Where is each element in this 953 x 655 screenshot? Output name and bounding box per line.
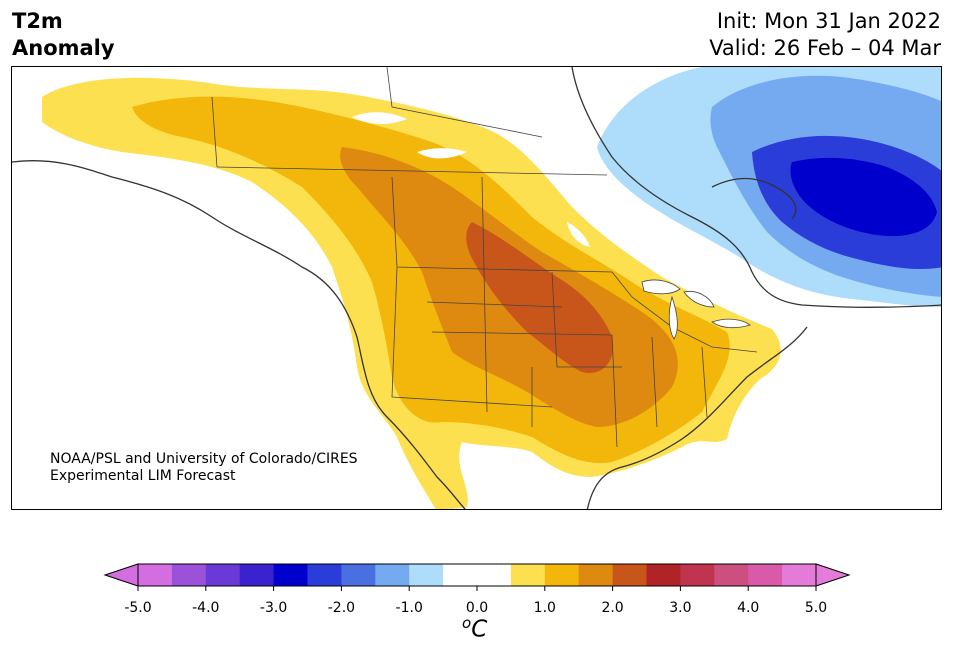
map-title: T2m Anomaly	[12, 8, 115, 62]
colorbar-cell	[138, 564, 173, 586]
anomaly-contour-deep-blue	[790, 157, 937, 237]
colorbar-cell	[375, 564, 410, 586]
colorbar-cells	[138, 564, 817, 586]
canadian-lakes	[352, 112, 590, 247]
unit-superscript: o	[462, 614, 472, 632]
title-line-1: T2m	[12, 9, 63, 33]
colorbar-ticks: -5.0 -4.0 -3.0 -2.0 -1.0 0.0 1.0 2.0 3.0 4.0 5.0	[124, 586, 827, 616]
colorbar-tick-label: -3.0	[260, 600, 287, 616]
colorbar-cell	[205, 564, 241, 586]
colorbar-tick-label: -2.0	[328, 600, 355, 616]
date-info: Init: Mon 31 Jan 2022 Valid: 26 Feb – 04…	[709, 8, 941, 62]
political-borders	[211, 67, 758, 448]
colorbar-cell	[646, 564, 681, 586]
colorbar-cell	[341, 564, 376, 586]
colorbar-tick-label: -1.0	[396, 600, 423, 616]
colorbar-tick-label: 4.0	[737, 600, 759, 616]
credit-text: NOAA/PSL and University of Colorado/CIRE…	[50, 451, 358, 485]
colorbar-cell	[239, 564, 275, 586]
colorbar-tick-label: 0.0	[466, 600, 488, 616]
colorbar-cell	[748, 564, 783, 586]
unit-base: C	[471, 616, 488, 643]
colorbar-tick-label: -4.0	[192, 600, 219, 616]
colorbar-tick-label: 1.0	[534, 600, 556, 616]
colorbar-under-triangle	[103, 563, 139, 587]
colorbar-cell	[510, 564, 546, 586]
valid-date: Valid: 26 Feb – 04 Mar	[709, 36, 941, 60]
colorbar-cell	[612, 564, 647, 586]
coastlines	[12, 67, 941, 509]
great-lakes	[641, 279, 751, 340]
colorbar-cell	[273, 564, 308, 586]
colorbar-tick-label: 2.0	[601, 600, 623, 616]
colorbar-cell	[782, 564, 817, 586]
credit-line-2: Experimental LIM Forecast	[50, 468, 236, 484]
colorbar-tick-label: 5.0	[805, 600, 827, 616]
colorbar-cell	[307, 564, 342, 586]
title-line-2: Anomaly	[12, 36, 115, 60]
colorbar-cell	[544, 564, 580, 586]
map-svg	[12, 67, 941, 509]
colorbar-cell	[578, 564, 614, 586]
colorbar-cell	[443, 564, 478, 586]
colorbar-cell	[171, 564, 207, 586]
colorbar-cell	[409, 564, 444, 586]
init-date: Init: Mon 31 Jan 2022	[716, 9, 941, 33]
colorbar-over-triangle	[815, 563, 851, 587]
colorbar-unit: oC	[462, 614, 487, 643]
colorbar-cell	[714, 564, 749, 586]
credit-line-1: NOAA/PSL and University of Colorado/CIRE…	[50, 451, 358, 467]
colorbar-tick-label: 3.0	[669, 600, 691, 616]
colorbar-tick-label: -5.0	[124, 600, 151, 616]
anomaly-contour-red-brown	[466, 222, 613, 373]
colorbar-cell	[680, 564, 715, 586]
colorbar-cell	[477, 564, 512, 586]
anomaly-map: NOAA/PSL and University of Colorado/CIRE…	[11, 66, 942, 510]
